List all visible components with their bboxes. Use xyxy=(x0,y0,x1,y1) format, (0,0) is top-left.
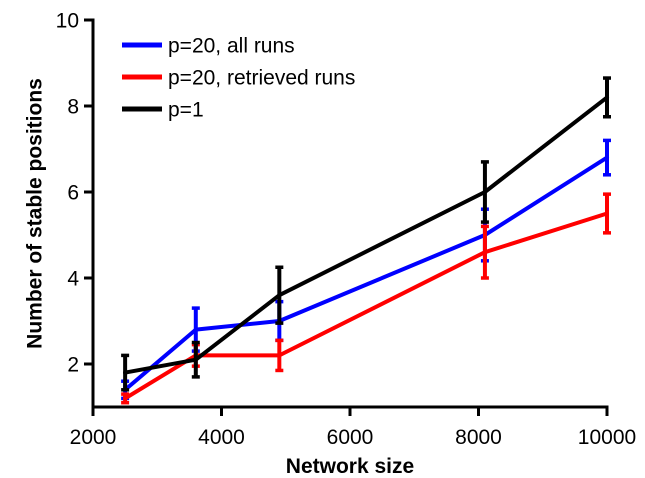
y-tick-label: 4 xyxy=(67,268,79,291)
x-tick-label: 10000 xyxy=(578,426,636,449)
x-tick-label: 6000 xyxy=(327,426,374,449)
y-axis-title: Number of stable positions xyxy=(24,78,47,349)
data-point xyxy=(277,353,282,358)
data-point xyxy=(482,190,487,194)
y-tick-label: 10 xyxy=(56,10,79,33)
data-point xyxy=(605,155,609,160)
data-point xyxy=(482,250,487,255)
series-3 xyxy=(121,76,611,392)
data-point xyxy=(605,211,609,216)
y-tick-label: 8 xyxy=(67,96,79,119)
data-point xyxy=(277,293,282,298)
data-point xyxy=(193,327,198,332)
ticks-layer: 2 4 6 8 10 2000 4000 6000 8000 10000 xyxy=(56,10,637,450)
x-tick-label: 2000 xyxy=(70,426,117,449)
legend-label: p=20, retrieved runs xyxy=(168,67,355,90)
x-axis-title: Network size xyxy=(286,455,414,478)
data-point xyxy=(123,396,128,401)
x-tick-label: 8000 xyxy=(455,426,502,449)
data-point xyxy=(123,370,128,375)
x-tick-label: 4000 xyxy=(198,426,245,449)
data-point xyxy=(193,357,198,362)
data-point xyxy=(605,95,609,100)
legend: p=20, all runs p=20, retrieved runs p=1 xyxy=(122,35,355,122)
y-tick-label: 2 xyxy=(67,354,79,377)
series-layer xyxy=(121,76,611,405)
legend-label: p=20, all runs xyxy=(168,35,295,58)
y-tick-label: 6 xyxy=(67,182,79,205)
legend-label: p=1 xyxy=(168,99,204,122)
